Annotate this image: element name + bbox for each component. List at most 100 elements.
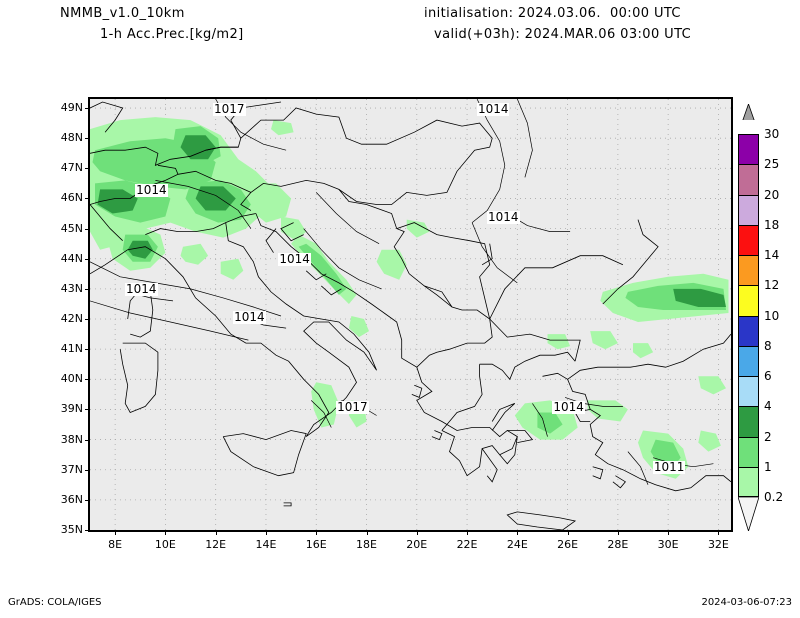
- lon-tick: [668, 530, 670, 535]
- colorbar-tick-label: 6: [764, 369, 772, 383]
- lat-tick: [85, 228, 90, 230]
- initialisation-time: initialisation: 2024.03.06. 00:00 UTC: [424, 6, 681, 21]
- colorbar: 30 25 20 18 14 12 10 8 6 4 2 1 0.2: [738, 104, 783, 531]
- lon-tick-label: 24E: [506, 538, 528, 551]
- lat-tick-label: 47N: [60, 161, 83, 175]
- colorbar-tick-label: 12: [764, 278, 780, 293]
- lat-tick: [85, 499, 90, 501]
- lat-tick: [85, 288, 90, 290]
- lon-tick-label: 8E: [108, 538, 123, 551]
- lat-tick-label: 45N: [60, 221, 83, 235]
- colorbar-cell: [738, 224, 759, 255]
- pressure-contour-label: 1014: [486, 210, 520, 225]
- colorbar-tick-label: 0.2: [764, 490, 784, 504]
- colorbar-cell: [738, 255, 759, 286]
- colorbar-tick-label: 18: [764, 217, 780, 232]
- lon-tick-label: 14E: [255, 538, 277, 551]
- lat-tick: [85, 198, 90, 200]
- pressure-contour-label: 1017: [212, 101, 246, 116]
- lon-tick-label: 10E: [154, 538, 176, 551]
- lon-tick: [366, 530, 368, 535]
- precipitation-map: 1017 1014 1014 1014 1014 1014 1014 1017 1014 1011…: [61, 97, 733, 551]
- pressure-contour-label: 1011: [652, 460, 686, 475]
- colorbar-tick-label: 14: [764, 248, 780, 262]
- lon-tick: [517, 530, 519, 535]
- precipitation-shading: [90, 117, 729, 479]
- colorbar-cell: [738, 315, 759, 346]
- lon-tick-label: 16E: [305, 538, 327, 551]
- lat-tick-label: 46N: [60, 191, 83, 205]
- lat-tick-label: 40N: [60, 372, 83, 386]
- lon-tick: [165, 530, 167, 535]
- colorbar-cell: [738, 285, 759, 316]
- lat-tick-label: 35N: [60, 523, 83, 536]
- lat-tick: [85, 439, 90, 441]
- model-title: NMMB_v1.0_10km: [60, 6, 185, 21]
- colorbar-cell: [738, 345, 759, 376]
- lat-tick: [85, 349, 90, 351]
- lon-tick: [316, 530, 318, 535]
- lat-tick: [85, 319, 90, 321]
- colorbar-cell: [738, 134, 759, 165]
- colorbar-cell: [738, 164, 759, 195]
- valid-time: valid(+03h): 2024.MAR.06 03:00 UTC: [434, 27, 692, 42]
- lon-tick-label: 26E: [557, 538, 579, 551]
- coastlines: [90, 99, 731, 530]
- pressure-contour-label: 1014: [476, 101, 510, 116]
- pressure-contour-label: 1014: [278, 252, 311, 267]
- lon-tick: [718, 530, 720, 535]
- pressure-contour-label: 1014: [135, 182, 168, 197]
- pressure-contour-label: 1014: [552, 399, 585, 414]
- colorbar-cell: [738, 466, 759, 497]
- colorbar-cell: [738, 376, 759, 407]
- pressure-contour-label: 1014: [233, 309, 266, 324]
- field-title: 1-h Acc.Prec.[kg/m2]: [100, 27, 244, 42]
- lat-tick-label: 37N: [60, 462, 83, 476]
- map-graphics: [90, 99, 731, 530]
- lat-tick: [85, 409, 90, 411]
- lat-tick: [85, 379, 90, 381]
- lon-tick-label: 28E: [607, 538, 629, 551]
- colorbar-under-arrow: [738, 497, 759, 531]
- lon-tick-label: 30E: [657, 538, 679, 551]
- colorbar-cell: [738, 436, 759, 467]
- lon-tick: [215, 530, 217, 535]
- colorbar-tick-label: 8: [764, 338, 772, 353]
- lat-tick-label: 44N: [60, 251, 83, 265]
- grid-lines: [90, 99, 731, 530]
- pressure-contour-label: 1017: [336, 399, 369, 414]
- lon-tick: [617, 530, 619, 535]
- lon-tick-label: 18E: [356, 538, 377, 551]
- lon-tick-label: 22E: [456, 538, 478, 551]
- colorbar-tick-label: 20: [764, 187, 780, 202]
- lon-tick: [416, 530, 418, 535]
- colorbar-tick-label: 2: [764, 429, 772, 444]
- lat-tick-label: 42N: [60, 312, 83, 326]
- map-clip: [90, 99, 731, 530]
- credit-text: GrADS: COLA/IGES: [8, 597, 102, 608]
- lat-tick: [85, 138, 90, 140]
- colorbar-tick-label: 25: [764, 157, 780, 172]
- lat-tick-label: 41N: [60, 342, 83, 356]
- lat-tick-label: 39N: [60, 402, 83, 416]
- lon-tick: [567, 530, 569, 535]
- lat-tick: [85, 258, 90, 260]
- lat-tick-label: 38N: [60, 432, 83, 446]
- colorbar-over-arrow: [742, 104, 755, 120]
- lon-tick: [115, 530, 117, 535]
- colorbar-cell: [738, 406, 759, 437]
- generated-timestamp: 2024-03-06-07:23: [701, 597, 792, 608]
- colorbar-tick-label: 30: [764, 127, 780, 141]
- pressure-contour-label: 1014: [125, 282, 158, 297]
- lat-tick: [85, 168, 90, 170]
- lon-tick-label: 32E: [707, 538, 729, 551]
- colorbar-tick-label: 1: [764, 459, 772, 474]
- lat-tick-label: 49N: [60, 101, 83, 115]
- colorbar-tick-label: 10: [764, 308, 780, 323]
- lat-tick-label: 43N: [60, 281, 83, 295]
- lon-tick-label: 20E: [406, 538, 428, 551]
- lon-tick: [265, 530, 267, 535]
- lon-tick-label: 12E: [205, 538, 227, 551]
- lat-tick-label: 36N: [60, 492, 83, 506]
- lat-tick: [85, 469, 90, 471]
